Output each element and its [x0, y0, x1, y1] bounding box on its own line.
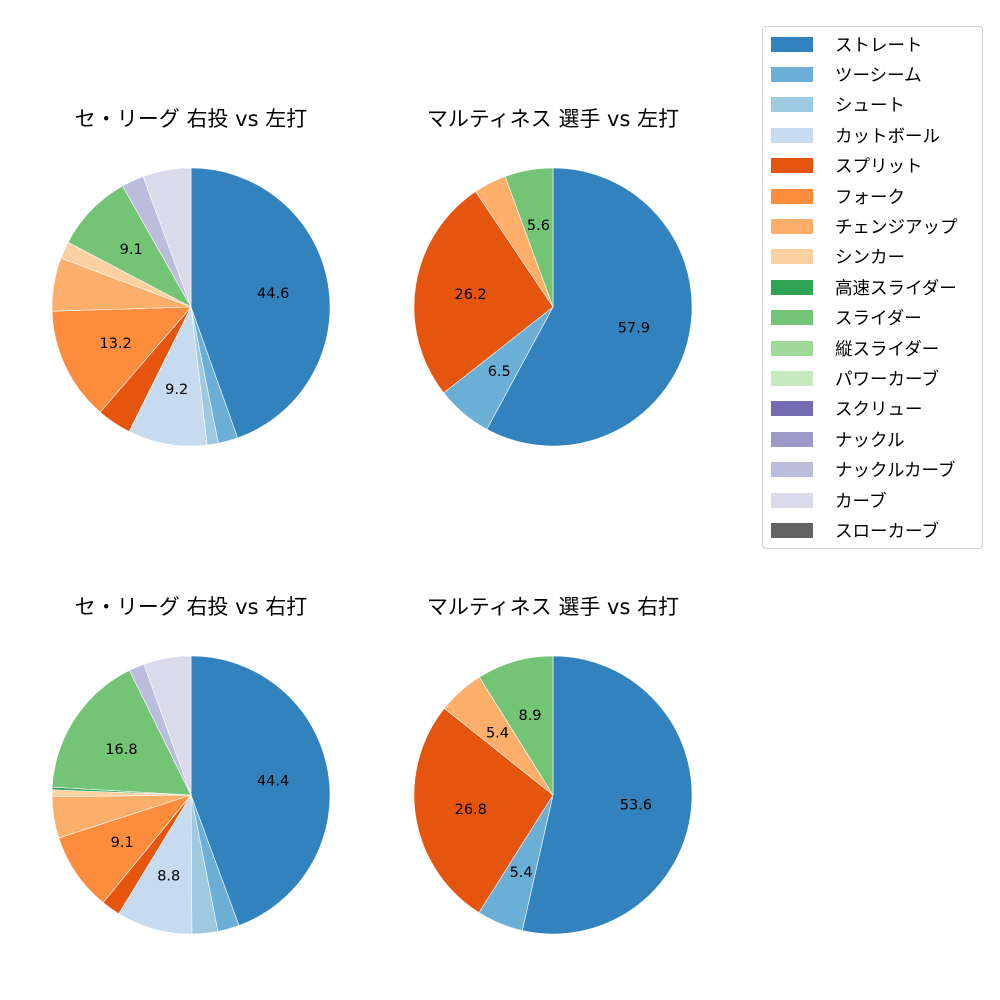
pie-value-label: 8.9	[518, 708, 541, 724]
legend-item: スローカーブ	[771, 518, 939, 542]
legend-item: カットボール	[771, 123, 940, 147]
legend-label: シンカー	[835, 248, 905, 269]
legend-swatch	[771, 431, 813, 447]
pie-slice	[51, 306, 192, 413]
pie-value-label: 5.4	[486, 726, 509, 742]
chart-title-top-right: マルティネス 選手 vs 左打	[426, 107, 680, 131]
legend-item: シンカー	[771, 245, 905, 269]
pie-slice	[143, 655, 192, 796]
pie-slice	[67, 185, 192, 308]
pie-value-label: 5.6	[527, 218, 550, 234]
legend-label: カットボール	[835, 126, 940, 147]
legend-label: フォーク	[835, 187, 905, 208]
legend-item: ナックル	[771, 427, 904, 451]
pie-slice	[413, 191, 554, 394]
pie-value-label: 8.8	[157, 868, 180, 884]
pie-value-label: 9.1	[111, 835, 134, 851]
legend-item: ナックルカーブ	[771, 458, 955, 482]
pie-value-label: 16.8	[105, 742, 137, 758]
legend-swatch	[771, 522, 813, 538]
chart-title-top-left: セ・リーグ 右投 vs 左打	[74, 107, 308, 131]
legend-item: 高速スライダー	[771, 275, 957, 299]
legend-swatch	[771, 279, 813, 295]
pie-slice	[521, 655, 693, 935]
pie-value-label: 6.5	[488, 364, 511, 380]
legend-label: シュート	[835, 96, 905, 117]
legend-swatch	[771, 36, 813, 52]
pie-value-label: 13.2	[100, 336, 132, 352]
legend-label: チェンジアップ	[835, 217, 958, 238]
legend-label: スクリュー	[835, 400, 923, 421]
legend-swatch	[771, 370, 813, 386]
pie-slice	[504, 167, 554, 308]
pie-value-label: 57.9	[618, 320, 650, 336]
legend-item: カーブ	[771, 488, 886, 512]
legend-item: スライダー	[771, 306, 922, 330]
pie-slice	[190, 655, 331, 926]
legend-swatch	[771, 340, 813, 356]
legend-label: ナックル	[835, 430, 905, 451]
pie-slice	[486, 167, 693, 447]
legend-swatch	[771, 158, 813, 174]
pie-value-label: 5.4	[510, 865, 533, 881]
pie-slice	[190, 167, 331, 439]
pie-value-label: 26.2	[454, 287, 486, 303]
legend-label: カーブ	[835, 491, 887, 512]
legend-item: 縦スライダー	[771, 336, 939, 360]
legend-label: 高速スライダー	[835, 278, 957, 299]
legend-item: パワーカーブ	[771, 366, 939, 390]
legend-label: ストレート	[835, 35, 923, 56]
legend-swatch	[771, 462, 813, 478]
legend-swatch	[771, 188, 813, 204]
legend: ストレートツーシームシュートカットボール スプリットフォークチェンジアップ シンカー…	[762, 26, 983, 549]
legend-item: スクリュー	[771, 397, 923, 421]
pie-value-label: 44.4	[257, 773, 289, 789]
pie-value-label: 53.6	[620, 797, 652, 813]
legend-item: シュート	[771, 93, 905, 117]
pie-value-label: 26.8	[455, 802, 487, 818]
pie-slice	[58, 794, 192, 904]
legend-swatch	[771, 66, 813, 82]
pie-slice	[142, 167, 192, 308]
legend-label: ナックルカーブ	[835, 461, 956, 482]
pie-value-label: 44.6	[257, 286, 289, 302]
legend-label: ツーシーム	[835, 65, 922, 86]
pie-slice	[128, 305, 208, 447]
chart-title-bottom-right: マルティネス 選手 vs 右打	[426, 595, 680, 619]
legend-swatch	[771, 218, 813, 234]
legend-swatch	[771, 249, 813, 265]
legend-label: スプリット	[835, 157, 923, 178]
legend-swatch	[771, 97, 813, 113]
legend-item: ツーシーム	[771, 62, 922, 86]
pie-value-label: 9.2	[165, 382, 188, 398]
pie-slice	[413, 707, 554, 914]
pie-slice	[478, 655, 554, 797]
legend-swatch	[771, 492, 813, 508]
legend-swatch	[771, 401, 813, 417]
legend-item: チェンジアップ	[771, 214, 958, 238]
legend-label: スライダー	[835, 309, 922, 330]
legend-label: パワーカーブ	[835, 369, 939, 390]
legend-label: スローカーブ	[835, 521, 939, 542]
pie-value-label: 9.1	[120, 242, 143, 258]
legend-label: 縦スライダー	[835, 339, 940, 360]
legend-swatch	[771, 127, 813, 143]
chart-title-bottom-left: セ・リーグ 右投 vs 右打	[74, 595, 308, 619]
legend-swatch	[771, 310, 813, 326]
legend-item: フォーク	[771, 184, 905, 208]
legend-item: スプリット	[771, 154, 923, 178]
pie-slice	[51, 669, 192, 796]
legend-item: ストレート	[771, 32, 923, 56]
